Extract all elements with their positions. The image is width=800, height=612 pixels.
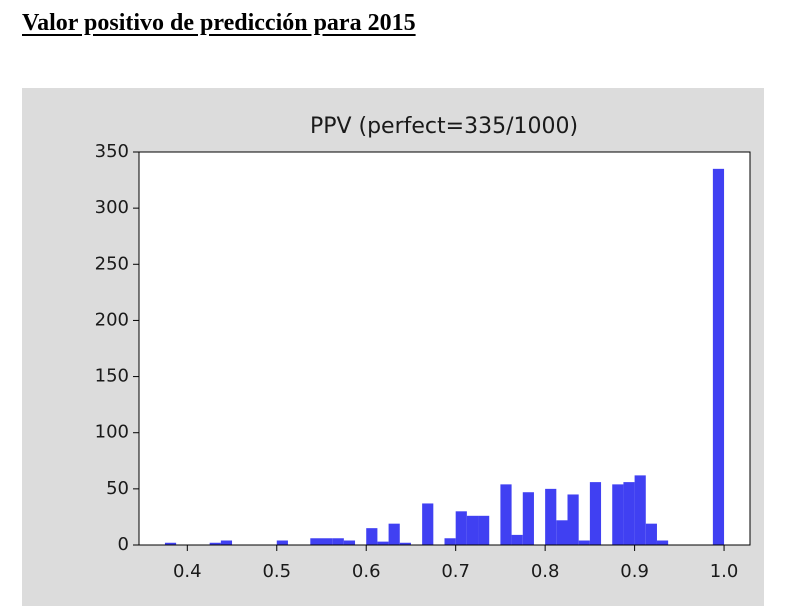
bar	[310, 538, 322, 545]
bar	[589, 482, 602, 545]
bar	[321, 538, 333, 545]
page-title: Valor positivo de predicción para 2015	[22, 10, 416, 36]
y-tick-label: 200	[95, 309, 129, 330]
bar	[567, 494, 579, 545]
x-tick-label: 0.6	[352, 561, 381, 582]
plot-area	[139, 152, 750, 545]
chart-title: PPV (perfect=335/1000)	[310, 114, 578, 139]
y-tick-label: 0	[118, 534, 129, 555]
bar	[511, 534, 523, 545]
bar	[478, 515, 490, 545]
y-tick-label: 150	[95, 366, 129, 387]
bar	[623, 482, 635, 545]
bar	[656, 540, 669, 545]
bar	[545, 488, 557, 545]
bar	[612, 484, 624, 545]
bar	[276, 540, 288, 545]
bar	[209, 542, 221, 545]
x-tick-label: 0.7	[441, 561, 470, 582]
bar	[500, 484, 512, 545]
x-tick-label: 1.0	[710, 561, 739, 582]
bar	[645, 523, 657, 545]
bar	[578, 540, 590, 545]
bar	[388, 523, 400, 545]
y-tick-label: 350	[95, 141, 129, 162]
bar	[444, 538, 456, 545]
bar	[455, 511, 467, 545]
y-tick-label: 300	[95, 197, 129, 218]
x-tick-label: 0.9	[620, 561, 649, 582]
plot-frame	[138, 151, 751, 546]
bar	[377, 541, 389, 545]
y-tick-label: 250	[95, 253, 129, 274]
x-tick-label: 0.8	[531, 561, 560, 582]
bar	[466, 515, 479, 545]
bar	[712, 168, 725, 546]
bar	[522, 492, 534, 545]
bar	[343, 540, 356, 545]
x-tick-label: 0.5	[262, 561, 291, 582]
bar	[220, 540, 233, 545]
bar	[634, 475, 646, 545]
y-tick-label: 100	[95, 422, 129, 443]
bar	[556, 520, 568, 545]
bar	[332, 538, 344, 545]
bar	[399, 542, 411, 545]
y-tick-label: 50	[106, 478, 129, 499]
bar	[366, 528, 378, 545]
bar	[164, 542, 177, 545]
bar	[422, 503, 434, 545]
x-tick-label: 0.4	[173, 561, 202, 582]
